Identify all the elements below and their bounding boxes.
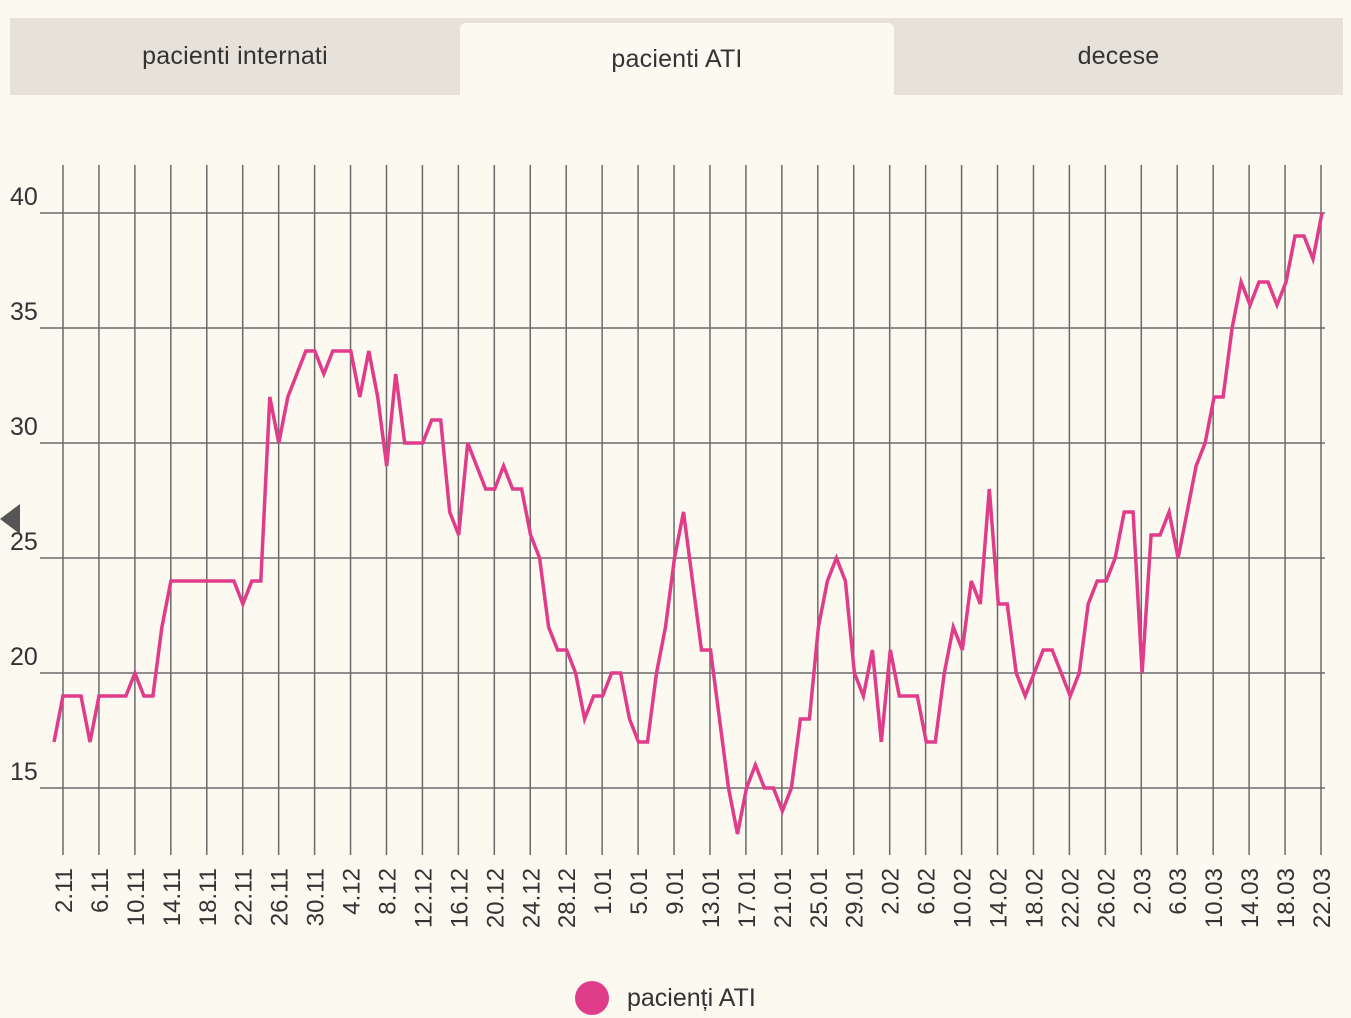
legend-marker-icon — [575, 981, 609, 1015]
x-tick-label: 21.01 — [770, 868, 797, 928]
x-tick-label: 14.03 — [1237, 868, 1264, 928]
tab-decese[interactable]: decese — [1077, 42, 1160, 70]
vertical-grid — [62, 165, 1322, 855]
series-group — [52, 212, 1324, 835]
x-tick-label: 16.12 — [446, 868, 473, 928]
legend-label: pacienți ATI — [627, 983, 756, 1012]
previous-arrow-icon[interactable] — [0, 504, 20, 534]
x-tick-label: 26.02 — [1093, 868, 1120, 928]
x-tick-label: 18.11 — [195, 868, 222, 926]
tab-pacienti-ati[interactable]: pacienti ATI — [460, 23, 894, 95]
y-tick-label: 30 — [10, 413, 38, 441]
x-tick-label: 6.03 — [1165, 868, 1192, 915]
legend: pacienți ATI — [575, 980, 756, 1016]
x-tick-label: 10.02 — [950, 868, 977, 928]
x-tick-label: 4.12 — [339, 868, 366, 915]
y-tick-label: 35 — [10, 298, 38, 326]
x-tick-label: 14.11 — [159, 868, 186, 926]
x-tick-label: 10.11 — [123, 868, 150, 926]
x-tick-label: 8.12 — [374, 868, 401, 915]
tab-pacienti-internati[interactable]: pacienti internati — [142, 42, 328, 70]
x-tick-label: 12.12 — [410, 868, 437, 928]
x-tick-label: 9.01 — [662, 868, 689, 915]
x-tick-label: 1.01 — [590, 868, 617, 915]
x-tick-label: 26.11 — [267, 868, 294, 926]
x-tick-label: 13.01 — [698, 868, 725, 928]
x-tick-label: 6.11 — [87, 868, 114, 913]
x-tick-label: 25.01 — [806, 868, 833, 928]
y-tick-label: 20 — [10, 643, 38, 671]
x-tick-label: 5.01 — [626, 868, 653, 915]
tab-bar: pacienti internati pacienti ATI decese — [10, 18, 1343, 95]
x-tick-label: 17.01 — [734, 868, 761, 928]
x-tick-label: 18.02 — [1021, 868, 1048, 928]
x-axis-labels: 2.11 6.11 10.11 14.11 18.11 22.11 26.11 30.11 4.… — [51, 868, 1336, 928]
x-tick-label: 14.02 — [986, 868, 1013, 928]
x-tick-label: 18.03 — [1273, 868, 1300, 928]
x-tick-label: 10.03 — [1201, 868, 1228, 928]
series-line-pacienti-ati — [52, 212, 1324, 835]
x-tick-label: 29.01 — [842, 868, 869, 928]
x-tick-label: 22.11 — [231, 868, 258, 926]
x-tick-label: 22.02 — [1057, 868, 1084, 928]
x-tick-label: 2.03 — [1129, 868, 1156, 915]
x-tick-label: 20.12 — [482, 868, 509, 928]
y-tick-label: 40 — [10, 183, 38, 211]
horizontal-grid — [40, 212, 1325, 789]
x-tick-label: 6.02 — [914, 868, 941, 915]
x-tick-label: 2.02 — [878, 868, 905, 915]
x-tick-label: 28.12 — [554, 868, 581, 928]
x-tick-label: 30.11 — [303, 868, 330, 926]
x-tick-label: 22.03 — [1309, 868, 1336, 928]
x-tick-label: 2.11 — [51, 868, 78, 913]
x-tick-label: 24.12 — [518, 868, 545, 928]
y-tick-label: 15 — [10, 758, 38, 786]
